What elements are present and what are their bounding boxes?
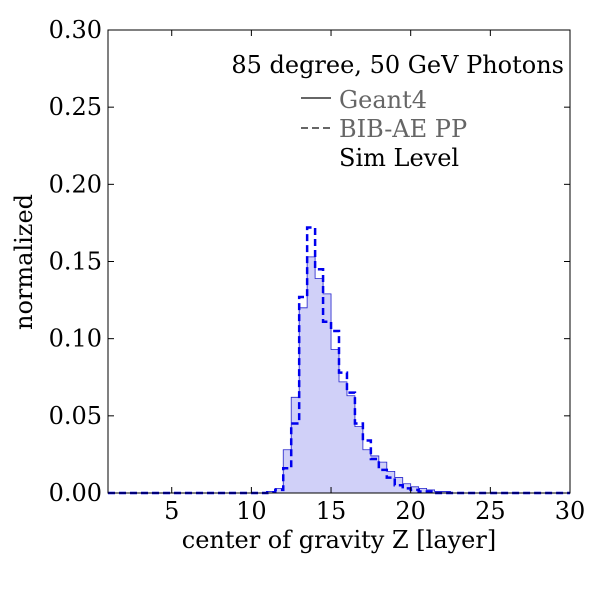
y-tick-label: 0.30 bbox=[49, 16, 102, 44]
x-axis-label: center of gravity Z [layer] bbox=[182, 526, 496, 554]
legend-label-geant4: Geant4 bbox=[339, 86, 427, 114]
legend-label-sim-level: Sim Level bbox=[339, 144, 459, 172]
tick-layer: 5 10 15 20 25 30 0.00 0.05 0.10 0.15 0.20 0.25 0.30 bbox=[49, 16, 586, 525]
y-tick-label: 0.15 bbox=[49, 248, 102, 276]
x-tick-label: 25 bbox=[475, 497, 506, 525]
y-axis-label: normalized bbox=[10, 194, 38, 330]
y-tick-label: 0.20 bbox=[49, 170, 102, 198]
x-tick-label: 5 bbox=[164, 497, 179, 525]
y-tick-label: 0.00 bbox=[49, 479, 102, 507]
x-tick-label: 10 bbox=[236, 497, 267, 525]
y-tick-label: 0.10 bbox=[49, 325, 102, 353]
legend-label-bib-ae: BIB-AE PP bbox=[339, 115, 467, 143]
chart-annotation: 85 degree, 50 GeV Photons bbox=[231, 51, 564, 79]
x-tick-label: 30 bbox=[555, 497, 586, 525]
y-tick-label: 0.05 bbox=[49, 402, 102, 430]
y-tick-label: 0.25 bbox=[49, 93, 102, 121]
x-tick-label: 20 bbox=[395, 497, 426, 525]
x-tick-label: 15 bbox=[316, 497, 347, 525]
legend: Geant4 BIB-AE PP Sim Level bbox=[301, 86, 467, 172]
